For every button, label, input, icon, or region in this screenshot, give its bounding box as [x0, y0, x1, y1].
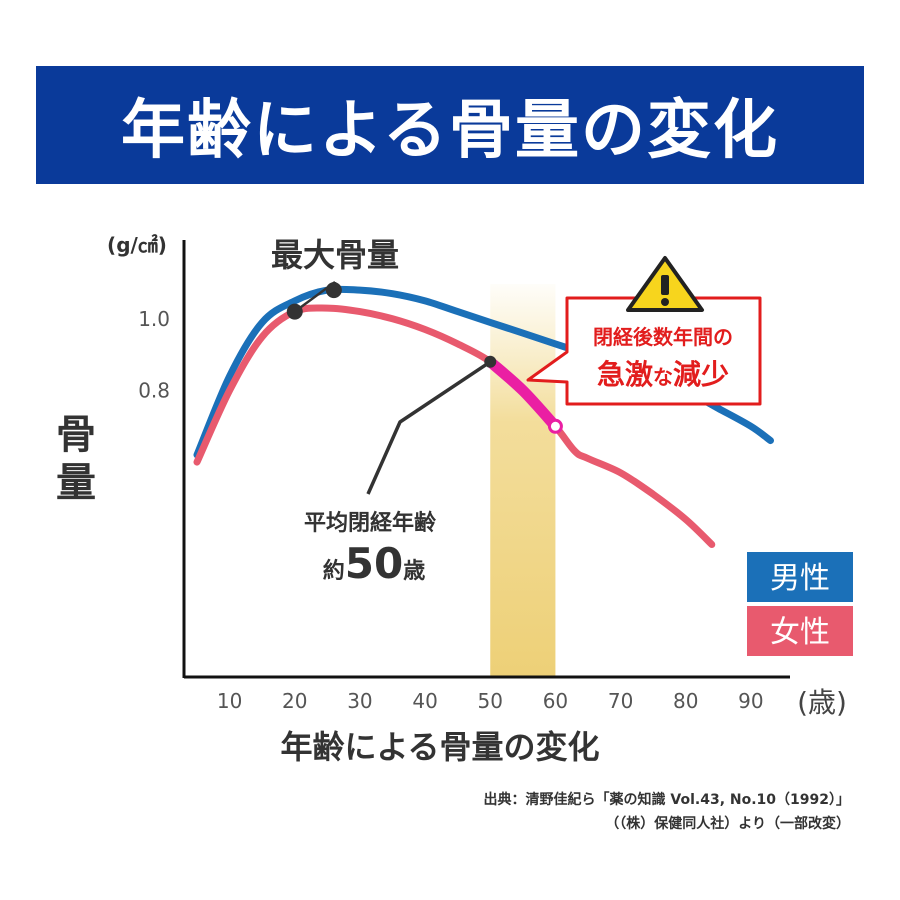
- x-tick-label: 60: [543, 689, 568, 713]
- menopause-marker: [484, 355, 497, 368]
- warning-word-sharp: 急激: [597, 358, 653, 391]
- legend-swatch: [747, 606, 853, 656]
- rapid-decrease-segment: [484, 356, 561, 432]
- y-unit-label: (g/㎠): [107, 233, 167, 257]
- x-tick-label: 90: [738, 689, 763, 713]
- x-tick-label: 10: [217, 689, 242, 713]
- menopause-age-band: [490, 284, 556, 677]
- menopause-age-prefix: 約: [323, 558, 345, 584]
- x-tick-label: 20: [282, 689, 307, 713]
- peak-marker: [286, 303, 303, 320]
- warning-line-1: 閉経後数年間の: [593, 325, 733, 349]
- warning-icon: [626, 256, 704, 312]
- menopause-age-number: 50: [345, 539, 403, 588]
- warning-callout: 閉経後数年間の 急激な減少: [526, 296, 762, 406]
- title-banner: 年齢による骨量の変化: [36, 66, 864, 184]
- legend-label: 女性: [770, 615, 830, 650]
- x-tick-label: 30: [347, 689, 372, 713]
- legend-label: 男性: [770, 561, 830, 596]
- y-tick-label: 0.8: [138, 378, 170, 402]
- y-tick-label: 1.0: [138, 307, 170, 331]
- menopause-age-suffix: 歳: [403, 559, 425, 584]
- x-tick-label: 50: [478, 689, 503, 713]
- peak-marker: [325, 282, 342, 299]
- menopause-leader-line: [366, 360, 492, 495]
- peak-label: 最大骨量: [271, 236, 399, 274]
- y-axis-title-char-2: 量: [56, 460, 96, 506]
- x-axis-title: 年齢による骨量の変化: [280, 728, 599, 766]
- menopause-label: 平均閉経年齢: [304, 510, 437, 536]
- legend-swatch: [747, 552, 853, 602]
- x-unit-label: (歳): [797, 686, 847, 719]
- warning-callout-box: [526, 296, 762, 406]
- warning-word-decrease: 減少: [673, 358, 729, 391]
- source-citation: 出典：清野佳紀ら「薬の知識 Vol.43, No.10（1992）」 （（株）保…: [484, 788, 850, 836]
- x-tick-label: 40: [412, 689, 437, 713]
- page-title: 年齢による骨量の変化: [120, 93, 780, 168]
- x-tick-label: 80: [673, 689, 698, 713]
- warning-word-particle: な: [653, 365, 673, 389]
- source-line-2: （（株）保健同人社）より（一部改変）: [605, 816, 850, 832]
- x-tick-label: 70: [608, 689, 633, 713]
- menopause-age: 約50歳: [323, 539, 425, 588]
- y-axis-title-char-1: 骨: [56, 412, 96, 458]
- warning-line-2: 急激な減少: [597, 358, 729, 391]
- source-line-1: 出典：清野佳紀ら「薬の知識 Vol.43, No.10（1992）」: [483, 792, 850, 808]
- rapid-decrease-end-marker: [547, 418, 563, 434]
